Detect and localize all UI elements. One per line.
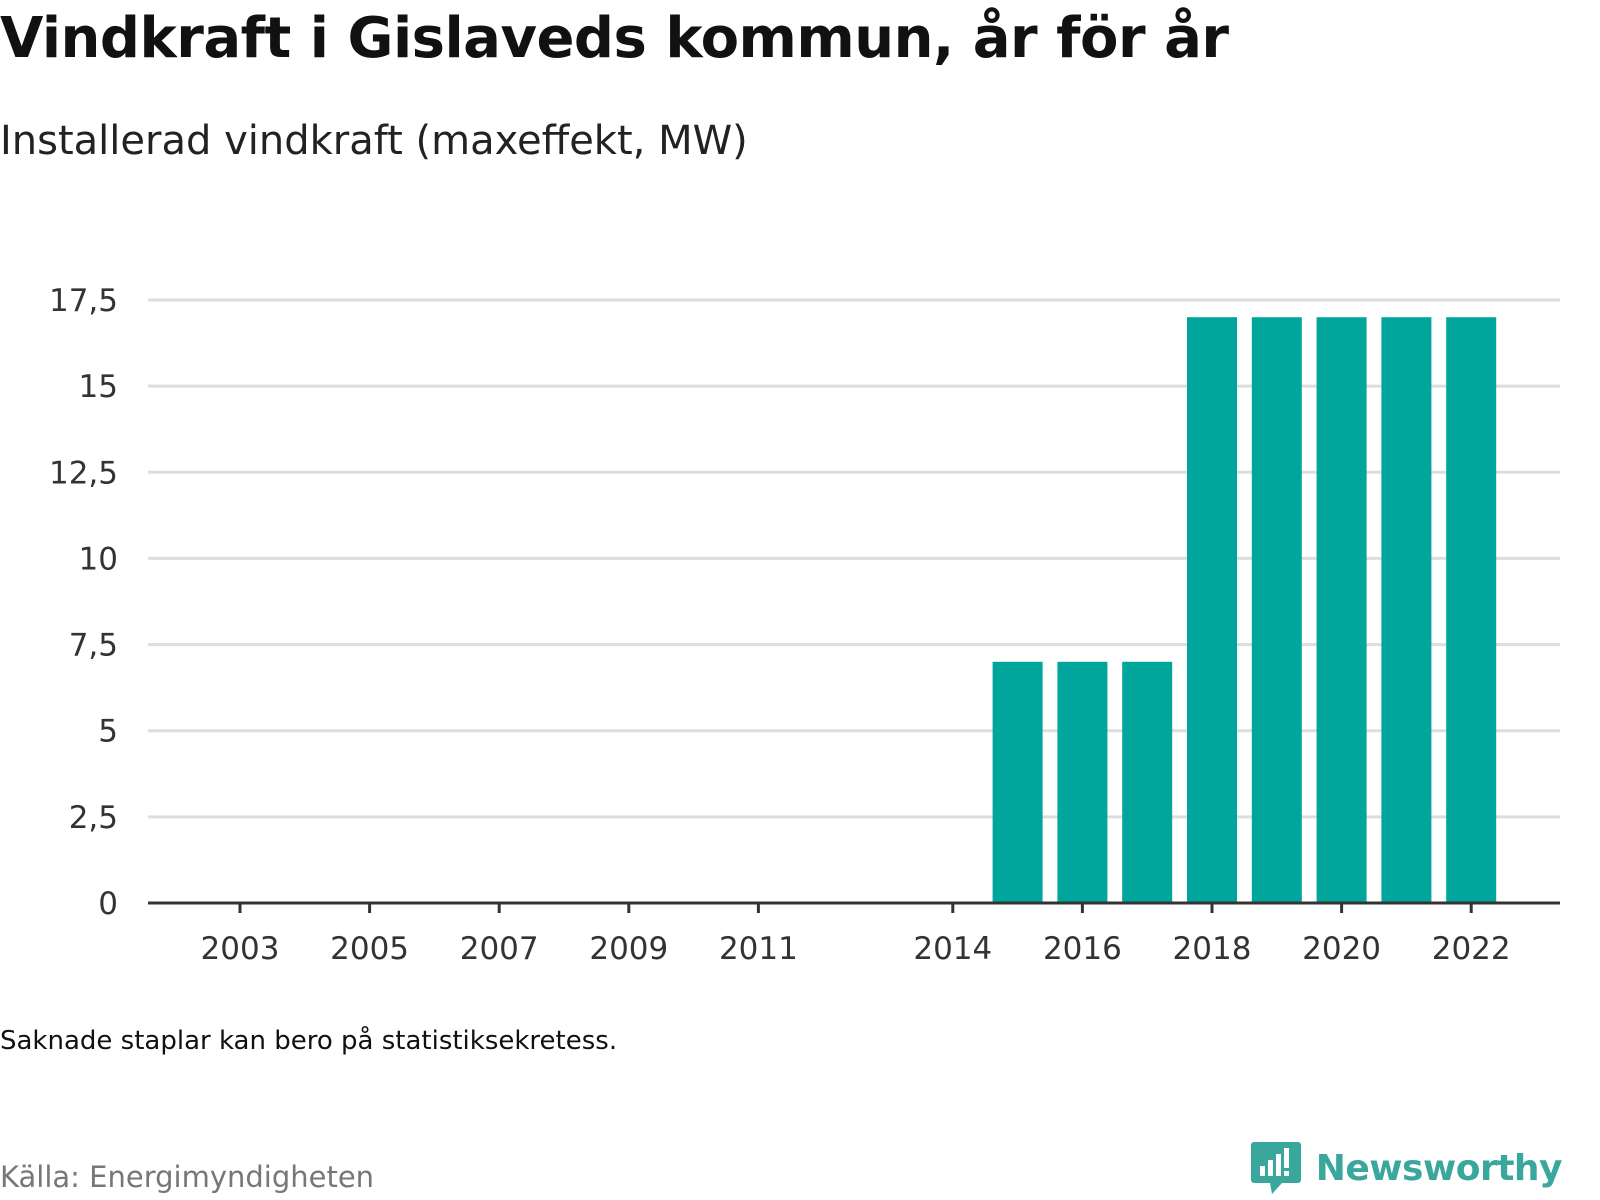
x-tick-label: 2014 bbox=[913, 931, 992, 967]
bar-2017 bbox=[1122, 661, 1173, 903]
y-tick-label: 0 bbox=[98, 886, 118, 922]
x-tick-label: 2020 bbox=[1302, 931, 1381, 967]
x-tick-label: 2005 bbox=[330, 931, 409, 967]
x-tick-label: 2018 bbox=[1173, 931, 1252, 967]
bar-chart-speech-bubble-icon bbox=[1250, 1142, 1301, 1194]
chart-title: Vindkraft i Gislaveds kommun, år för år bbox=[0, 6, 1229, 71]
x-tick-label: 2016 bbox=[1043, 931, 1122, 967]
y-tick-label: 5 bbox=[98, 714, 118, 750]
brand-name: Newsworthy bbox=[1315, 1147, 1563, 1189]
x-tick-label: 2011 bbox=[719, 931, 798, 967]
tick-labels: 0 2,5 5 7,5 10 12,5 15 17,5 2003 2005 2007 2009 2011… bbox=[49, 283, 1511, 967]
source-credit: Källa: Energimyndigheten bbox=[0, 1160, 375, 1194]
x-tick-label: 2009 bbox=[589, 931, 668, 967]
y-tick-label: 12,5 bbox=[49, 455, 118, 491]
bar-2019 bbox=[1251, 317, 1302, 903]
bar-2015 bbox=[992, 661, 1043, 903]
bars bbox=[992, 317, 1497, 903]
y-tick-label: 17,5 bbox=[49, 283, 118, 319]
footnote: Saknade staplar kan bero på statistiksek… bbox=[0, 1026, 618, 1056]
bar-2018 bbox=[1187, 317, 1237, 903]
x-tick-label: 2022 bbox=[1432, 931, 1511, 967]
x-tick-label: 2007 bbox=[460, 931, 539, 967]
y-tick-label: 2,5 bbox=[69, 800, 118, 836]
axes bbox=[148, 901, 1560, 913]
bar-2021 bbox=[1381, 317, 1432, 903]
bar-chart: 0 2,5 5 7,5 10 12,5 15 17,5 2003 2005 2007 2009 2011… bbox=[49, 283, 1560, 967]
chart-subtitle: Installerad vindkraft (maxeffekt, MW) bbox=[0, 118, 748, 164]
y-tick-label: 15 bbox=[79, 369, 118, 405]
y-tick-label: 10 bbox=[79, 541, 118, 577]
bar-2020 bbox=[1316, 317, 1367, 903]
y-tick-label: 7,5 bbox=[69, 628, 118, 664]
brand-logo: Newsworthy bbox=[1250, 1140, 1563, 1196]
x-tick-label: 2003 bbox=[201, 931, 280, 967]
bar-2022 bbox=[1446, 317, 1497, 903]
bar-2016 bbox=[1057, 661, 1108, 903]
